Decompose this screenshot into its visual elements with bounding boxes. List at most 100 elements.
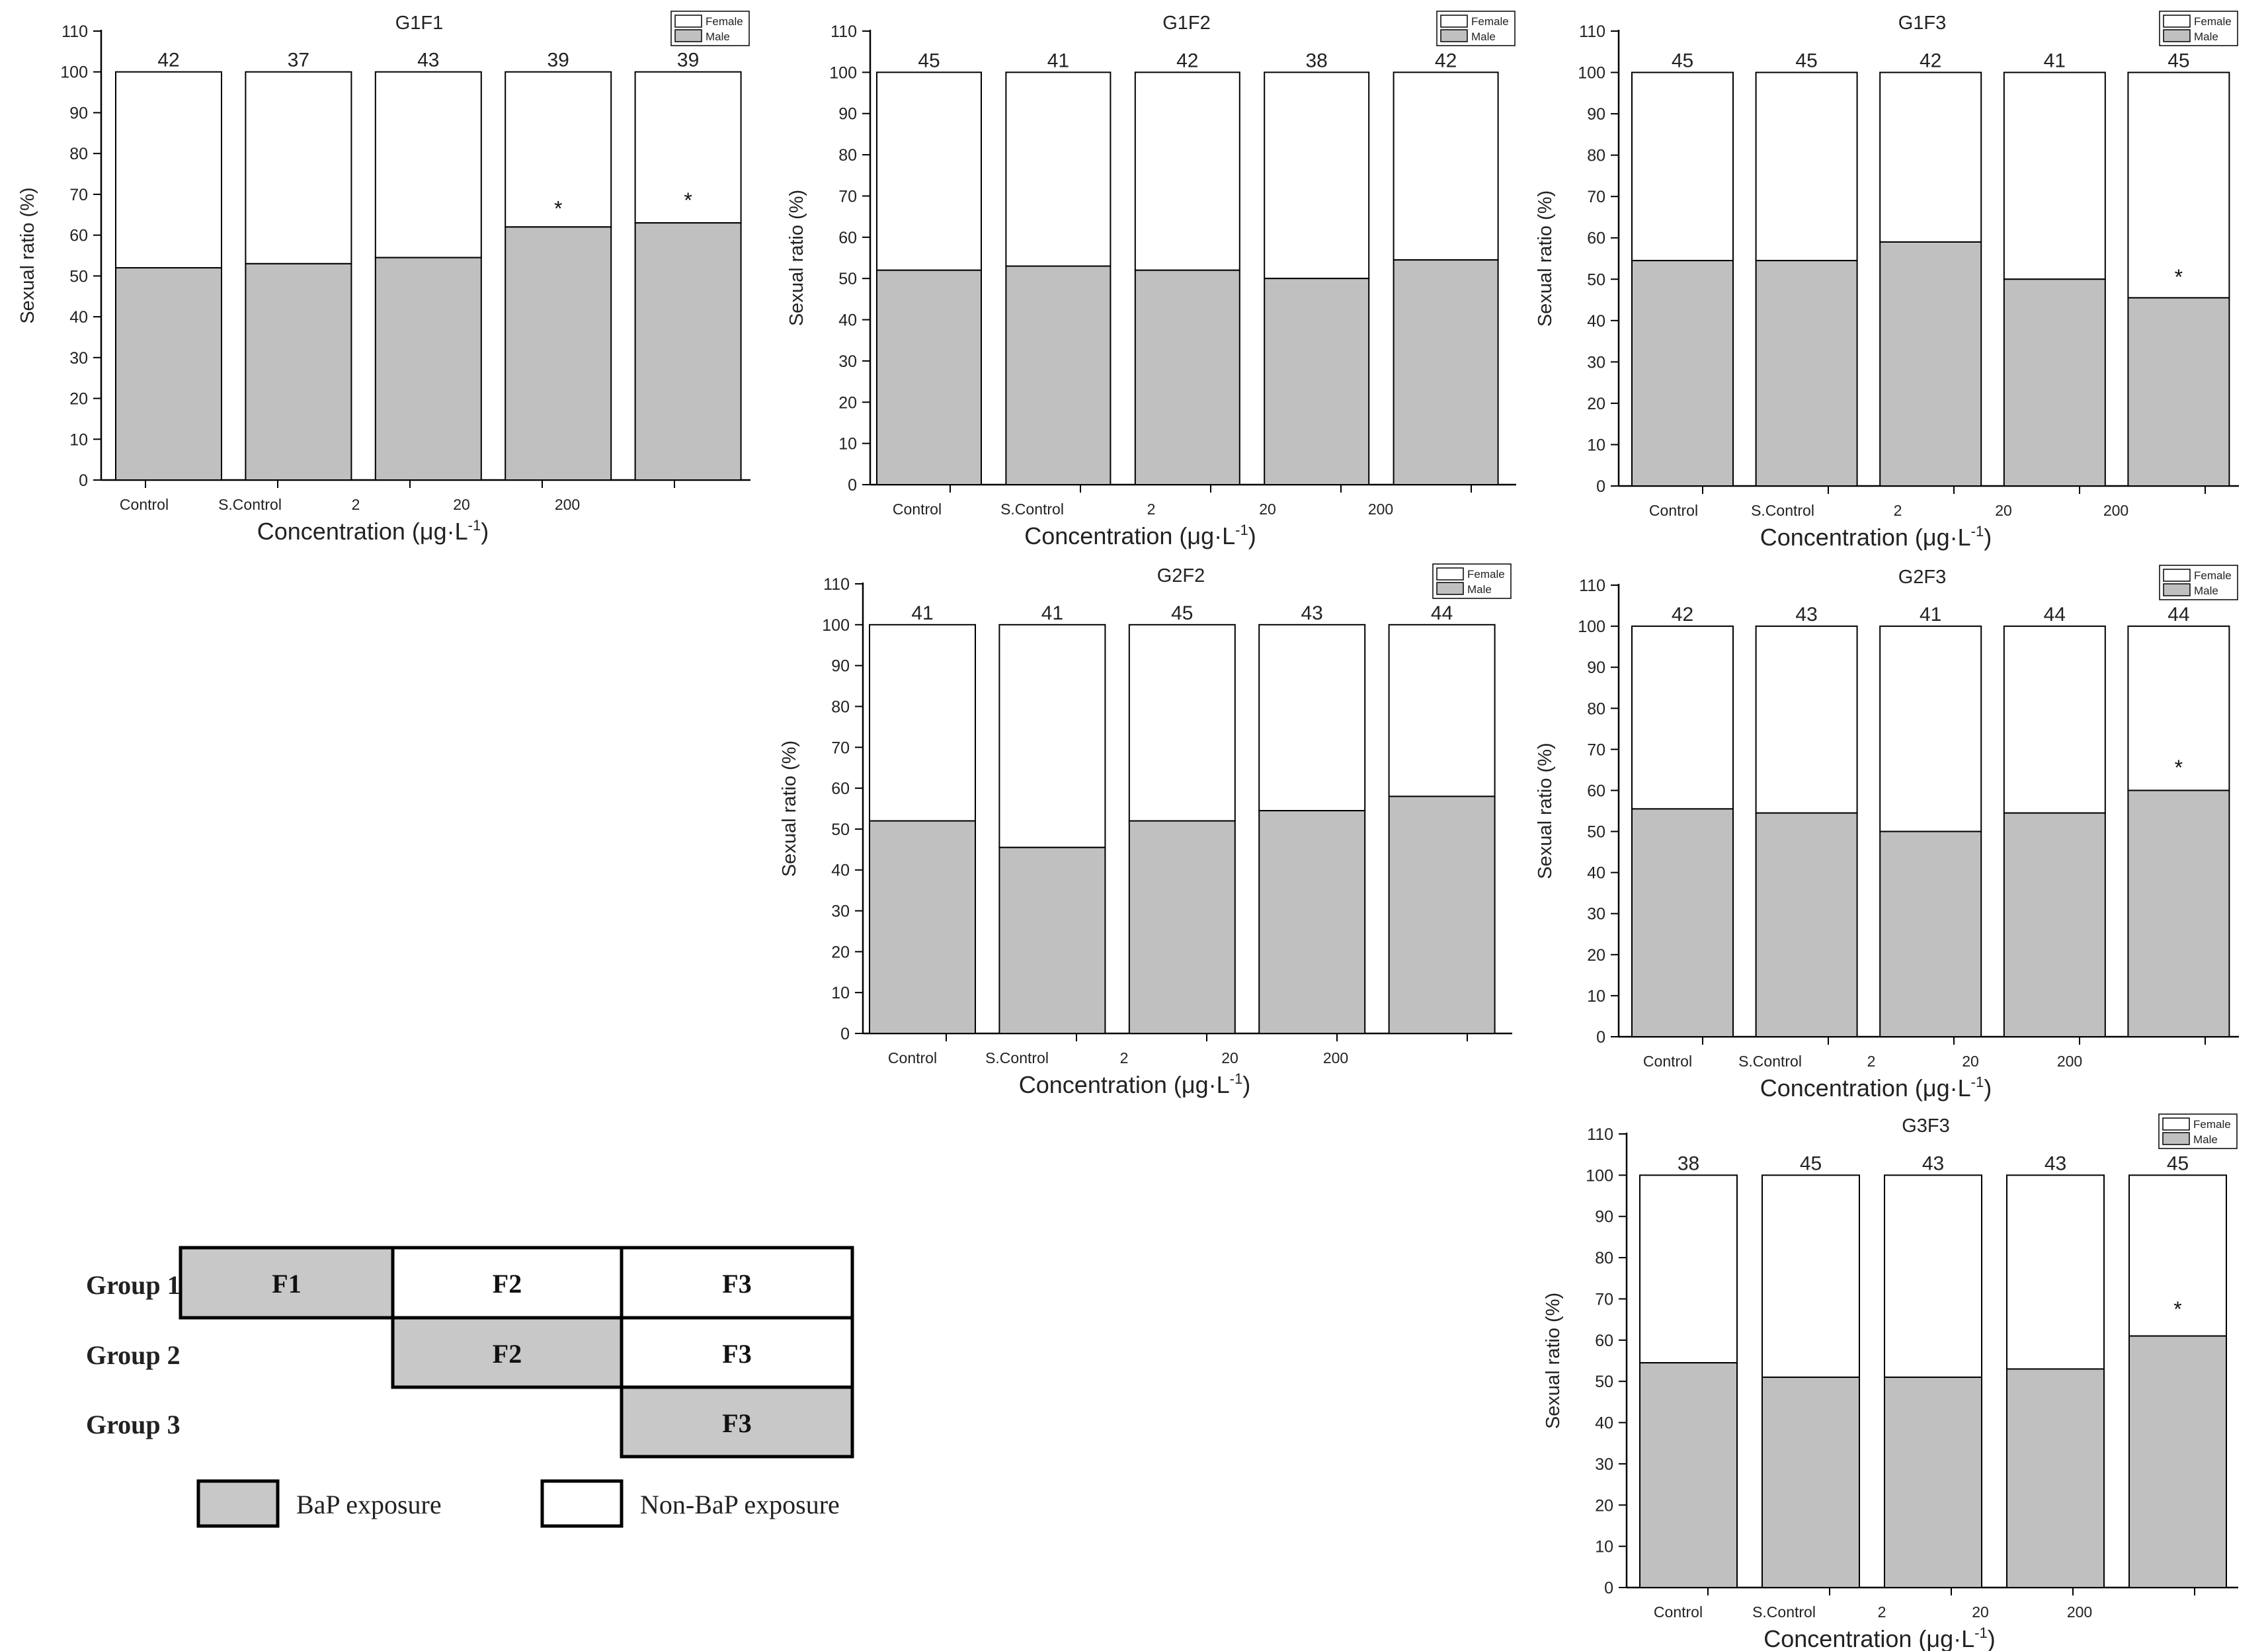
bar-female <box>1755 71 1858 262</box>
y-axis-label: Sexual ratio (%) <box>1543 1293 1564 1429</box>
y-axis-label: Sexual ratio (%) <box>1535 743 1556 879</box>
bar-male <box>2127 789 2230 1038</box>
x-axis-label-base: Concentration (μg·L <box>1760 1074 1971 1102</box>
y-tick-label: 80 <box>1587 700 1605 718</box>
legend-swatch-male <box>2162 1132 2190 1145</box>
bar-count-label: 41 <box>1041 602 1063 624</box>
chart-g2f3: 0 10 20 30 40 50 60 70 80 90 100 110 Control S.Contro… <box>1535 565 2239 1102</box>
legend-swatch-female <box>1436 567 1464 581</box>
y-tick-label: 50 <box>838 270 857 288</box>
y-tick-label: 60 <box>838 229 857 247</box>
legend-label-female: Female <box>1467 568 1505 581</box>
y-tick-label: 30 <box>838 352 857 371</box>
legend-swatch-female <box>2163 569 2191 582</box>
legend-swatch-female <box>674 15 702 28</box>
y-tick-label: 80 <box>831 698 850 716</box>
bar-count-label: 45 <box>1795 50 1817 72</box>
generation-cell <box>620 1316 854 1389</box>
bar-count-label: 45 <box>1171 602 1193 624</box>
chart-title: G1F1 <box>395 13 444 34</box>
bar-male <box>1258 810 1366 1035</box>
bar-female <box>2006 1174 2105 1370</box>
bar-count-label: 43 <box>2045 1152 2066 1174</box>
bar-male <box>1755 812 1858 1037</box>
legend-swatch-male <box>1436 582 1464 595</box>
x-axis-label: Concentration (μg·L-1) <box>257 517 489 545</box>
bar-male <box>245 262 352 481</box>
legend-label-female: Female <box>2193 1118 2231 1131</box>
y-tick-label: 20 <box>838 393 857 412</box>
x-tick-label: S.Control <box>985 1049 1049 1067</box>
x-tick-label: 200 <box>2103 502 2128 519</box>
y-tick-label: 70 <box>1587 188 1605 206</box>
x-tick-label: 2 <box>352 496 360 513</box>
significance-star: * <box>554 196 562 220</box>
bar-male <box>505 226 612 481</box>
x-tick-label: 20 <box>1972 1603 1989 1621</box>
x-axis-label-sup: -1 <box>1971 523 1984 540</box>
bar-count-label: 39 <box>547 50 569 71</box>
y-tick-label: 20 <box>831 943 850 961</box>
y-tick-label: 60 <box>1587 229 1605 248</box>
bar-female <box>1134 71 1240 271</box>
generation-label: F2 <box>493 1339 522 1369</box>
x-axis-label-base: Concentration (μg·L <box>1019 1071 1230 1098</box>
generation-label: F1 <box>272 1269 301 1299</box>
chart-title: G1F3 <box>1898 13 1947 34</box>
bar-female <box>1258 624 1366 812</box>
y-tick-label: 0 <box>1596 477 1605 496</box>
chart-title: G2F2 <box>1157 565 1205 586</box>
x-tick-label: 20 <box>1962 1053 1979 1070</box>
legend-swatch-bap <box>196 1479 280 1528</box>
group-label: Group 2 <box>86 1340 181 1370</box>
y-tick-label: 50 <box>831 821 850 839</box>
legend: Female Male <box>1432 563 1512 599</box>
generation-cell <box>620 1246 854 1320</box>
significance-star: * <box>2173 1297 2181 1321</box>
y-tick-label: 90 <box>1587 105 1605 124</box>
bar-male <box>1264 278 1370 485</box>
y-tick-label: 100 <box>829 63 857 82</box>
bar-count-label: 45 <box>918 50 940 71</box>
bar-male <box>374 257 482 481</box>
bar-count-label: 42 <box>1920 50 1941 72</box>
x-axis-label: Concentration (μg·L-1) <box>1019 1070 1250 1098</box>
bar-female <box>2127 625 2230 791</box>
legend-label-male: Male <box>1467 583 1492 596</box>
y-tick-label: 0 <box>848 476 857 495</box>
x-axis-label-close: ) <box>1984 1074 1992 1102</box>
y-tick-label: 90 <box>838 105 857 124</box>
legend-label-female: Female <box>1471 15 1509 28</box>
bar-male <box>1631 808 1734 1038</box>
legend-label-female: Female <box>2194 569 2232 582</box>
x-tick-label: S.Control <box>1000 501 1064 518</box>
x-axis-label: Concentration (μg·L-1) <box>1763 1625 1995 1651</box>
bar-female <box>245 71 352 264</box>
x-tick-label: 200 <box>2057 1053 2082 1070</box>
y-tick-label: 30 <box>831 903 850 921</box>
legend-swatch-female <box>2162 1117 2190 1131</box>
bar-male <box>1755 260 1858 487</box>
chart-title: G3F3 <box>1902 1115 1950 1137</box>
legend-label-female: Female <box>706 15 743 28</box>
y-tick-label: 10 <box>69 430 88 449</box>
generation-label: F3 <box>722 1339 751 1369</box>
bar-male <box>2003 278 2106 487</box>
bar-female <box>1762 1174 1860 1378</box>
y-axis-label: Sexual ratio (%) <box>786 190 807 326</box>
bar-male <box>2003 812 2106 1037</box>
significance-star: * <box>2175 756 2183 780</box>
legend-label-male: Male <box>2194 584 2218 597</box>
legend-swatch-female <box>1440 15 1468 28</box>
y-tick-label: 90 <box>1587 659 1605 677</box>
y-tick-label: 110 <box>61 22 88 41</box>
bar-female <box>1631 71 1734 262</box>
bar-female <box>374 71 482 259</box>
bar-female <box>1005 71 1112 267</box>
x-axis-label-base: Concentration (μg·L <box>1763 1625 1974 1651</box>
bar-female <box>998 624 1106 848</box>
group-label: Group 3 <box>86 1410 181 1439</box>
legend: Female Male <box>670 11 750 46</box>
bar-female <box>1879 71 1982 243</box>
y-tick-label: 100 <box>60 63 88 82</box>
